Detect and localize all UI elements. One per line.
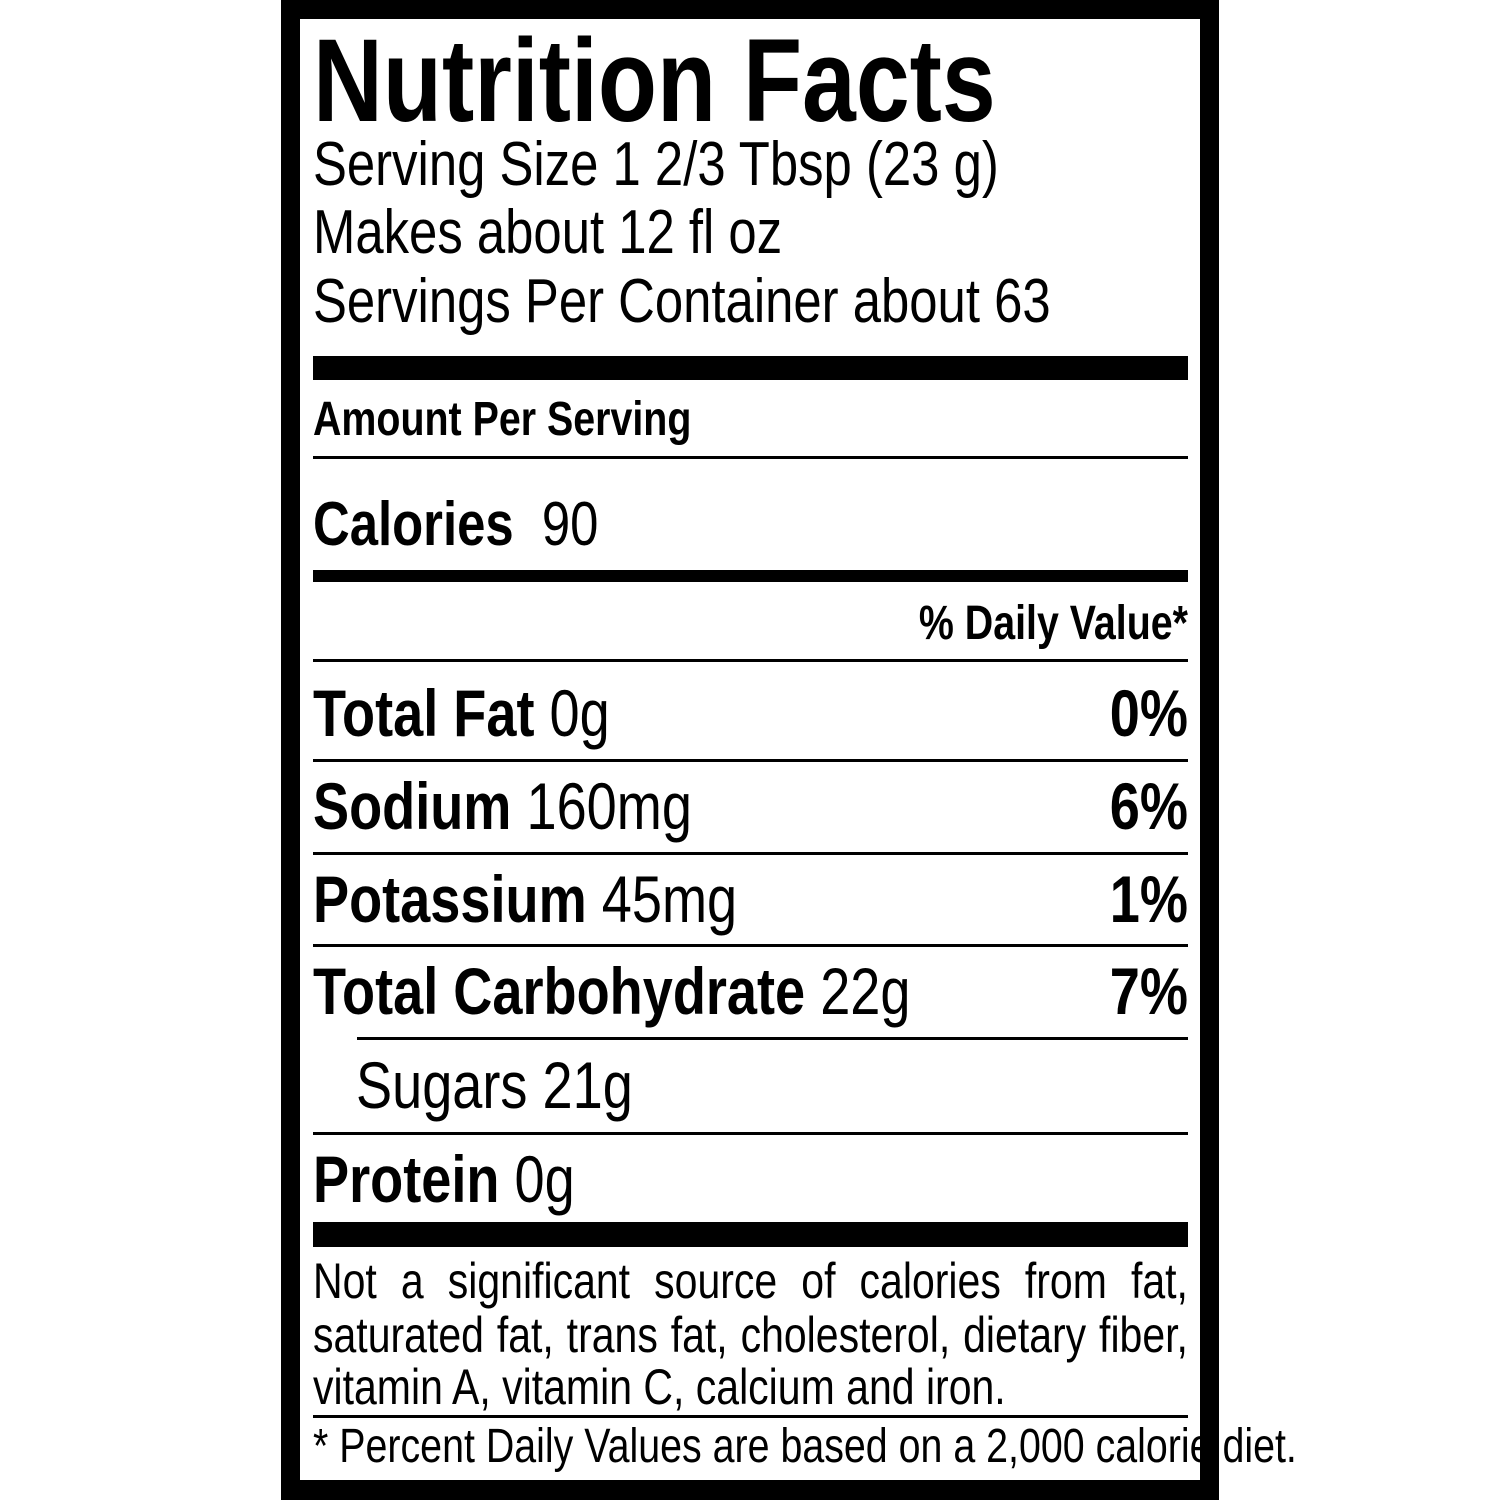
nutrient-dv: 6% [1109,769,1188,843]
divider [357,1037,1188,1040]
daily-values-note: * Percent Daily Values are based on a 2,… [313,1420,1297,1473]
nutrient-dv: 1% [1109,862,1188,936]
nutrient-amount: 0g [549,676,610,750]
nutrient-amount: 21g [542,1048,633,1122]
calories-label: Calories [313,490,514,559]
nutrient-row-sugars: Sugars 21g [356,1052,1231,1118]
nutrient-label: Protein [313,1142,500,1216]
nutrient-dv: 7% [1109,954,1188,1028]
nutrient-label: Sodium [313,769,512,843]
divider [313,944,1188,947]
divider [313,1415,1188,1418]
divider [313,456,1188,459]
nutrient-row-protein: Protein 0g [313,1146,1188,1212]
nutrient-label: Potassium [313,862,587,936]
divider [313,852,1188,855]
servings-per-container: Servings Per Container about 63 [313,267,1051,336]
amount-per-serving: Amount Per Serving [313,393,692,446]
divider [313,659,1188,662]
nutrient-row-potassium: Potassium 45mg 1% [313,866,1188,932]
footnote-line: saturated fat, trans fat, cholesterol, d… [313,1307,1188,1363]
thick-divider [313,356,1188,380]
footnote-line: Not a significant source of calories fro… [313,1253,1188,1309]
divider [313,1132,1188,1135]
nutrient-label: Total Fat [313,676,535,750]
footnote-line: vitamin A, vitamin C, calcium and iron. [313,1359,1006,1415]
medium-divider [313,570,1188,582]
nutrient-row-sodium: Sodium 160mg 6% [313,773,1188,839]
calories-value: 90 [541,490,599,559]
nutrient-amount: 160mg [526,769,692,843]
serving-size: Serving Size 1 2/3 Tbsp (23 g) [313,130,999,199]
nutrient-label: Sugars [356,1048,528,1122]
nutrient-amount: 45mg [601,862,738,936]
label-title: Nutrition Facts [313,15,996,147]
daily-value-header: % Daily Value* [918,597,1188,650]
nutrient-dv: 0% [1109,676,1188,750]
thick-divider [313,1222,1188,1247]
makes-amount: Makes about 12 fl oz [313,198,783,267]
calories-row: Calories 90 [313,494,1188,556]
nutrient-amount: 0g [514,1142,575,1216]
divider [313,759,1188,762]
nutrient-label: Total Carbohydrate [313,954,806,1028]
nutrient-amount: 22g [820,954,911,1028]
nutrient-row-total-fat: Total Fat 0g 0% [313,680,1188,746]
nutrient-row-total-carbohydrate: Total Carbohydrate 22g 7% [313,958,1188,1024]
